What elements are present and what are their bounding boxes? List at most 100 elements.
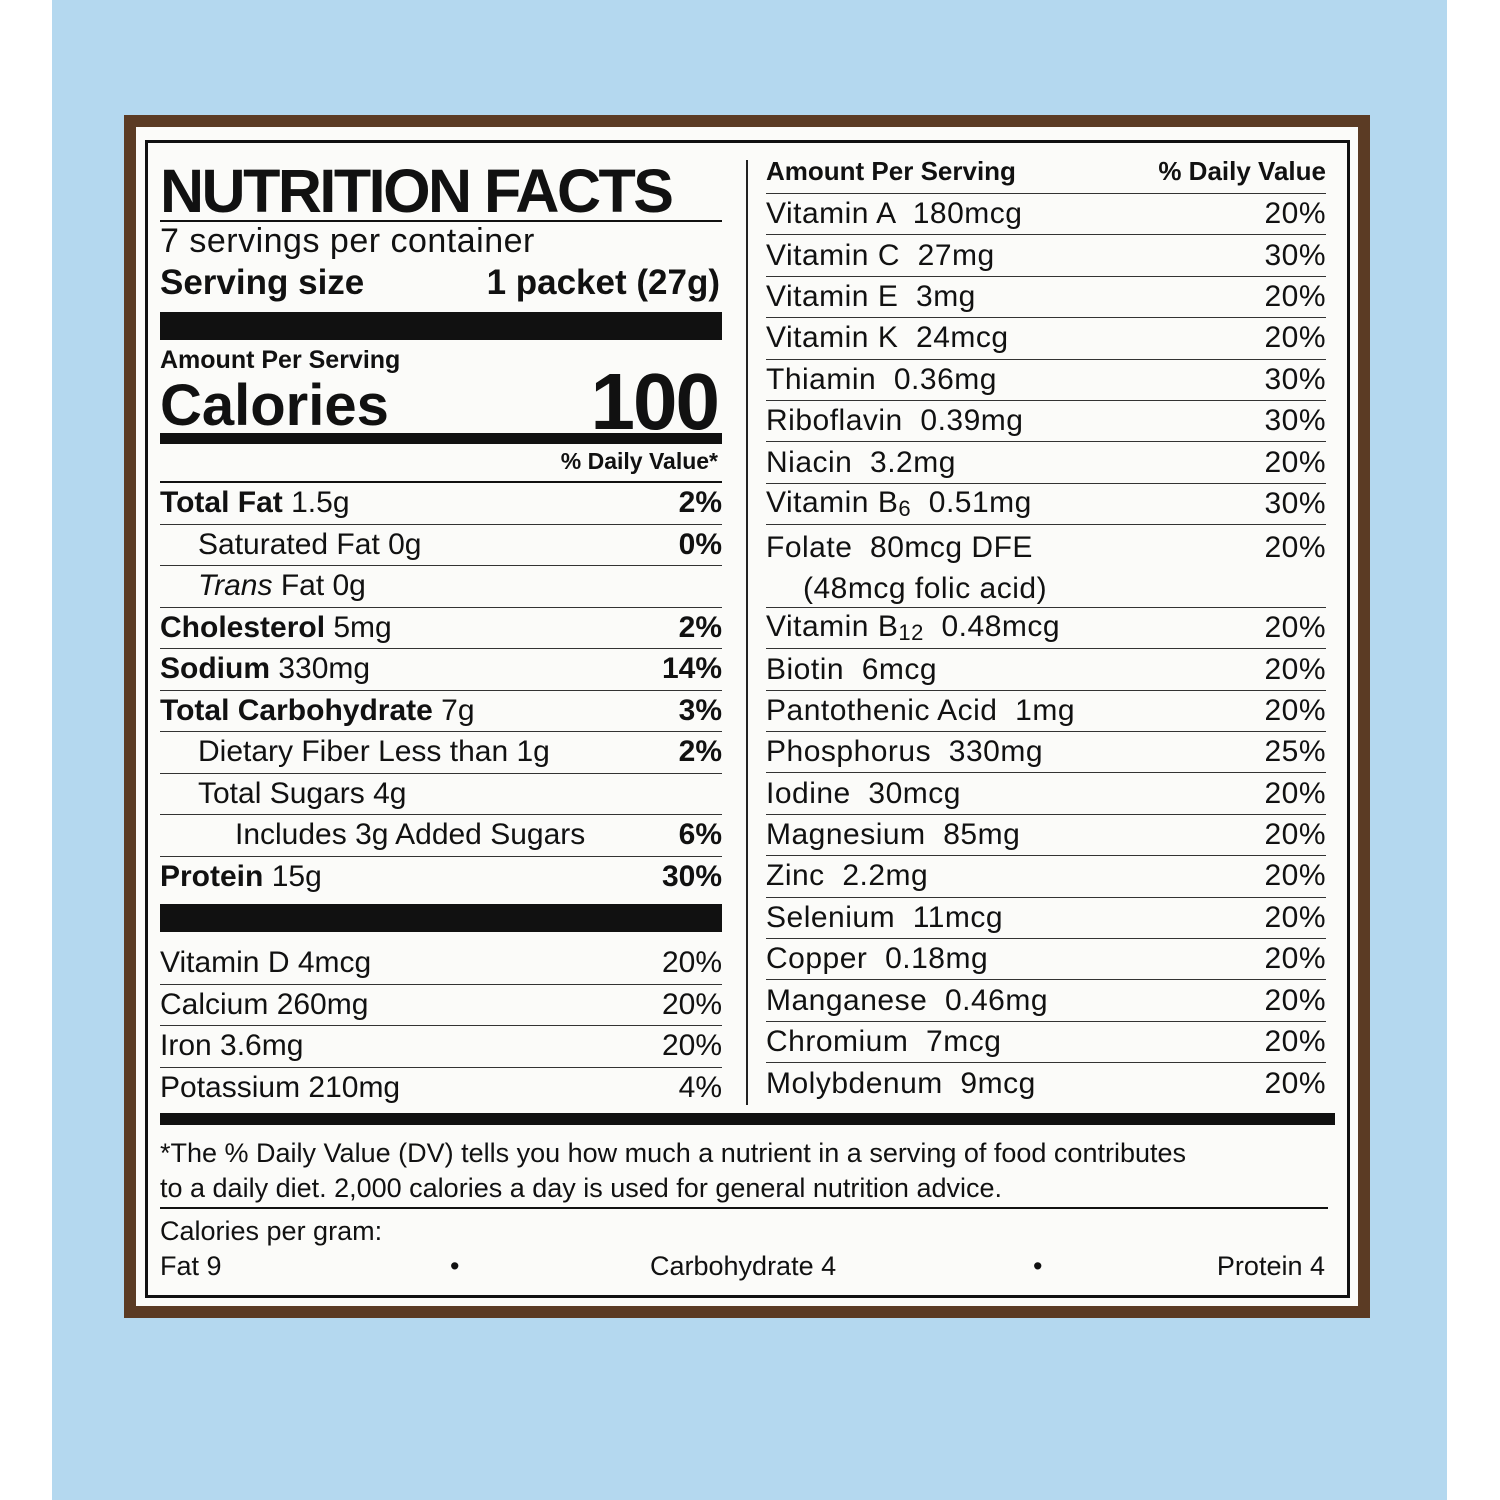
mineral-dv: 20%	[661, 946, 722, 980]
vitamin-row: Iodine 30mcg 20%	[766, 773, 1326, 815]
mineral-dv: 4%	[678, 1071, 722, 1105]
vitamin-name-text: Vitamin B	[766, 485, 899, 519]
vitamin-dv: 20%	[1264, 859, 1326, 893]
mineral-row: Calcium 260mg 20%	[160, 985, 722, 1026]
nutrient-amount: 330mg	[278, 652, 371, 686]
vitamin-name: Manganese 0.46mg	[766, 983, 1049, 1017]
mineral-row: Vitamin D 4mcg 20%	[160, 943, 722, 985]
label-border	[145, 140, 1350, 1298]
vitamin-row: Vitamin B12 0.48mcg 20%	[766, 608, 1326, 650]
calories-per-gram: Calories per gram:	[160, 1216, 383, 1246]
vitamin-name-text: Vitamin B	[766, 610, 899, 644]
nutrient-dv: 6%	[678, 818, 722, 852]
mineral-list: Vitamin D 4mcg 20% Calcium 260mg 20% Iron …	[160, 943, 722, 1109]
nutrient-name: Cholesterol	[160, 610, 326, 644]
vitamin-name: Vitamin C 27mg	[766, 238, 995, 272]
servings-per-container: 7 servings per container	[160, 222, 535, 260]
vitamin-dv: 25%	[1264, 735, 1326, 769]
fat-per-gram: Fat 9	[160, 1251, 222, 1281]
vitamin-row: Selenium 11mcg 20%	[766, 898, 1326, 940]
calories-label: Calories	[160, 373, 389, 438]
vitamin-dv: 20%	[1264, 900, 1326, 934]
nutrient-row: Total Sugars 4g	[160, 774, 722, 815]
nutrient-name: Total Sugars	[198, 776, 365, 810]
vitamin-name: Phosphorus 330mg	[766, 735, 1044, 769]
vitamin-list: Vitamin A 180mcg 20% Vitamin C 27mg 30% Vita…	[766, 194, 1326, 1105]
nutrient-amount: 4g	[373, 776, 407, 810]
nutrient-row: Total Fat 1.5g 2%	[160, 483, 722, 525]
thick-bar	[160, 433, 722, 444]
vitamin-name: Biotin 6mcg	[766, 652, 938, 686]
nutrient-name: Includes 3g Added Sugars	[235, 818, 586, 852]
nutrient-row: Protein 15g 30%	[160, 857, 722, 899]
vitamin-name: Chromium 7mcg	[766, 1025, 1002, 1059]
left-panel: NUTRITION FACTS 7 servings per container…	[160, 150, 722, 1110]
vitamin-dv: 20%	[1264, 279, 1326, 313]
vitamin-name: Niacin 3.2mg	[766, 445, 956, 479]
vitamin-name: Vitamin K 24mcg	[766, 321, 1009, 355]
nutrient-dv: 30%	[661, 860, 722, 894]
divider	[160, 220, 722, 222]
nutrient-row: Trans Fat 0g	[160, 566, 722, 608]
vitamin-name: Selenium 11mcg	[766, 900, 1004, 934]
vitamin-name: Riboflavin 0.39mg	[766, 404, 1024, 438]
nutrient-amount: 0g	[388, 527, 422, 561]
vitamin-row: Folate 80mcg DFE (48mcg folic acid) 20%	[766, 525, 1326, 608]
nutrient-dv: 3%	[678, 693, 722, 727]
serving-size-label: Serving size	[160, 263, 365, 302]
nutrient-amount: 7g	[441, 693, 475, 727]
vitamin-dv: 20%	[1264, 818, 1326, 852]
vitamin-dv: 20%	[1264, 693, 1326, 727]
subscript: 12	[898, 620, 924, 646]
vitamin-name: Molybdenum 9mcg	[766, 1066, 1036, 1100]
vitamin-dv: 30%	[1264, 404, 1326, 438]
vitamin-row: Riboflavin 0.39mg 30%	[766, 401, 1326, 443]
nutrient-amount: Fat 0g	[280, 569, 366, 603]
divider	[160, 1207, 1328, 1209]
vitamin-amount: 0.51mg	[911, 485, 1032, 519]
nutrient-name: Trans	[198, 569, 273, 603]
footnote-line-2: to a daily diet. 2,000 calories a day is…	[160, 1173, 1002, 1203]
nutrient-amount: 15g	[271, 860, 322, 894]
vitamin-amount: 0.48mcg	[923, 610, 1061, 644]
nutrient-dv: 0%	[678, 527, 722, 561]
nutrient-dv: 2%	[678, 486, 722, 520]
mineral-row: Iron 3.6mg 20%	[160, 1026, 722, 1068]
vitamin-name: Vitamin E 3mg	[766, 279, 976, 313]
label-title: NUTRITION FACTS	[160, 157, 674, 225]
vitamin-row: Copper 0.18mg 20%	[766, 939, 1326, 981]
vitamin-name: Thiamin 0.36mg	[766, 362, 997, 396]
nutrient-name: Dietary Fiber	[198, 735, 370, 769]
subscript: 6	[898, 495, 912, 521]
vitamin-name: Folate 80mcg DFE (48mcg folic acid)	[766, 531, 1047, 613]
thick-bar	[160, 904, 722, 932]
amount-per-serving: Amount Per Serving	[160, 346, 401, 374]
vitamin-row: Vitamin C 27mg 30%	[766, 235, 1326, 277]
bullet: •	[1033, 1251, 1043, 1281]
vitamin-row: Vitamin B6 0.51mg 30%	[766, 484, 1326, 526]
vitamin-name: Copper 0.18mg	[766, 942, 989, 976]
thick-bar	[160, 1113, 1335, 1125]
vitamin-row: Biotin 6mcg 20%	[766, 649, 1326, 691]
vitamin-dv: 20%	[1264, 197, 1326, 231]
column-divider	[746, 160, 748, 1105]
mineral-name: Calcium 260mg	[160, 987, 369, 1021]
vitamin-row: Thiamin 0.36mg 30%	[766, 360, 1326, 401]
right-panel: Amount Per Serving % Daily Value Vitamin…	[766, 150, 1326, 1105]
nutrient-row: Sodium 330mg 14%	[160, 649, 722, 691]
vitamin-dv: 20%	[1264, 652, 1326, 686]
nutrient-list: Total Fat 1.5g 2% Saturated Fat 0g 0% Tran…	[160, 483, 722, 898]
mineral-name: Iron 3.6mg	[160, 1029, 304, 1063]
nutrient-name: Protein	[160, 860, 264, 894]
vitamin-row: Pantothenic Acid 1mg 20%	[766, 691, 1326, 733]
nutrient-name: Saturated Fat	[198, 527, 380, 561]
nutrient-row: Dietary Fiber Less than 1g 2%	[160, 732, 722, 774]
vitamin-row: Vitamin A 180mcg 20%	[766, 194, 1326, 236]
vitamin-name: Vitamin B12 0.48mcg	[766, 610, 1060, 646]
vitamin-name: Iodine 30mcg	[766, 776, 961, 810]
vitamin-dv: 20%	[1264, 942, 1326, 976]
vitamin-name: Vitamin B6 0.51mg	[766, 486, 1032, 522]
vitamin-row: Magnesium 85mg 20%	[766, 815, 1326, 857]
vitamin-row: Vitamin E 3mg 20%	[766, 277, 1326, 319]
vitamin-dv: 30%	[1264, 362, 1326, 396]
